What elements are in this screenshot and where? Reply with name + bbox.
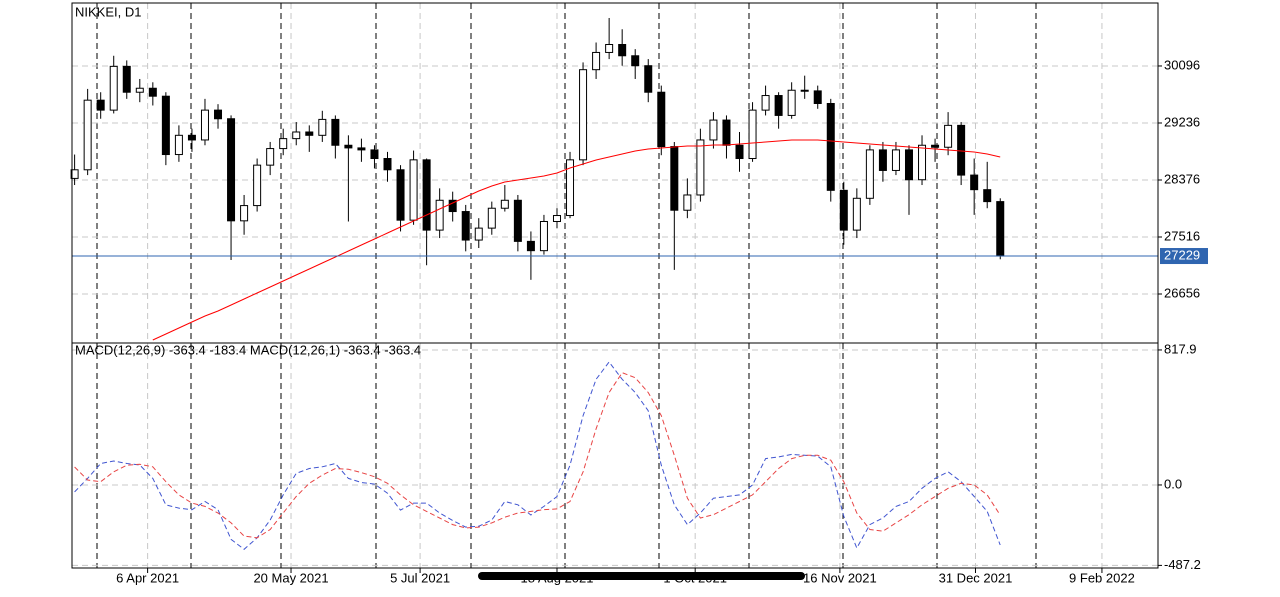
candle-body: [618, 43, 627, 57]
candle-body: [696, 139, 705, 196]
candle-body: [878, 149, 887, 171]
candle-body: [70, 169, 79, 179]
y-tick-label: 26656: [1164, 285, 1200, 300]
candle-body: [983, 189, 992, 203]
x-tick-label: 16 Nov 2021: [803, 570, 877, 585]
candle-body: [500, 199, 509, 209]
x-tick-label: 20 May 2021: [253, 570, 328, 585]
candle-body: [83, 99, 92, 171]
candle-body: [657, 91, 666, 148]
candle-body: [435, 199, 444, 231]
candle-body: [214, 109, 223, 120]
candle-body: [318, 118, 327, 136]
candle-body: [240, 205, 249, 222]
candle-body: [344, 144, 353, 149]
candle-body: [735, 144, 744, 160]
candle-body: [605, 43, 614, 53]
candle-body: [448, 199, 457, 213]
candle-body: [852, 197, 861, 231]
y-tick-label: -487.2: [1164, 557, 1201, 572]
candle-body: [292, 131, 301, 140]
candle-body: [200, 109, 209, 141]
x-tick-label: 9 Feb 2022: [1069, 570, 1135, 585]
chart-title: NIKKEI, D1: [75, 4, 141, 19]
x-tick-label: 6 Apr 2021: [116, 570, 179, 585]
candle-body: [174, 134, 183, 156]
candle-body: [904, 149, 913, 181]
candle-body: [513, 199, 522, 242]
candle-body: [865, 149, 874, 199]
candle-body: [161, 95, 170, 156]
candle-body: [566, 159, 575, 217]
candle-body: [800, 89, 809, 92]
candle-body: [709, 119, 718, 141]
y-tick-label: 27516: [1164, 228, 1200, 243]
candle-body: [839, 189, 848, 231]
candle-body: [931, 144, 940, 148]
candle-body: [331, 118, 340, 146]
candle-body: [279, 138, 288, 150]
indicator-title: MACD(12,26,9) -363.4 -183.4 MACD(12,26,1…: [75, 342, 421, 357]
candle-body: [970, 174, 979, 191]
candle-body: [383, 158, 392, 171]
y-tick-label: 0.0: [1164, 476, 1182, 491]
candle-body: [579, 69, 588, 161]
candle-body: [109, 65, 118, 111]
candle-body: [187, 134, 196, 141]
y-tick-label: 28376: [1164, 171, 1200, 186]
candle-body: [396, 169, 405, 221]
candle-body: [122, 65, 131, 93]
candle-body: [305, 131, 314, 136]
candle-body: [552, 215, 561, 222]
candle-body: [813, 90, 822, 104]
candle-body: [96, 99, 105, 111]
candle-body: [266, 148, 275, 166]
scroll-handle[interactable]: [478, 572, 805, 580]
candle-body: [592, 51, 601, 71]
y-tick-label: 29236: [1164, 114, 1200, 129]
candle-body: [474, 227, 483, 241]
candle-body: [526, 240, 535, 252]
candle-body: [644, 65, 653, 93]
candle-body: [253, 164, 262, 207]
macd-frame: [71, 342, 1159, 569]
candle-body: [357, 147, 366, 151]
candle-body: [227, 118, 236, 222]
candle-body: [787, 89, 796, 116]
candle-body: [461, 211, 470, 241]
candle-body: [135, 87, 144, 93]
candle-body: [683, 194, 692, 211]
last-price-label: 27229: [1164, 247, 1200, 262]
candle-body: [422, 159, 431, 231]
candle-body: [891, 149, 900, 171]
candle-body: [944, 124, 953, 148]
x-tick-label: 5 Jul 2021: [390, 570, 450, 585]
macd-line: [74, 372, 1001, 539]
x-tick-label: 31 Dec 2021: [939, 570, 1013, 585]
candle-body: [370, 149, 379, 160]
y-tick-label: 30096: [1164, 57, 1200, 72]
candle-body: [539, 220, 548, 252]
moving-average: [152, 139, 1001, 341]
candle-body: [748, 109, 757, 160]
last-price-box: [1160, 248, 1208, 265]
candle-body: [148, 87, 157, 97]
candle-body: [409, 159, 418, 221]
candle-body: [487, 207, 496, 229]
candle-body: [957, 124, 966, 176]
candle-body: [670, 146, 679, 211]
candle-body: [774, 95, 783, 116]
y-tick-label: 817.9: [1164, 341, 1197, 356]
candle-body: [761, 95, 770, 111]
candle-body: [996, 201, 1005, 257]
candle-body: [631, 55, 640, 67]
candle-body: [826, 102, 835, 191]
candle-body: [918, 144, 927, 181]
candle-body: [722, 119, 731, 146]
